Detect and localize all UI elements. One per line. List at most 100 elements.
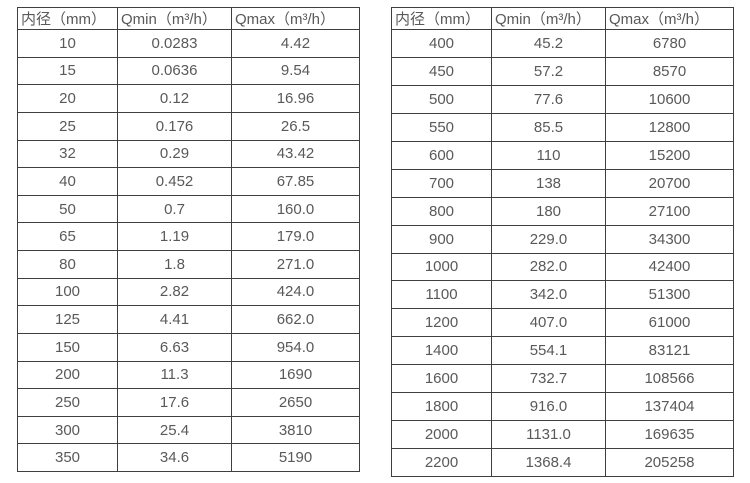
qmin-column-header: Qmin（m³/h） — [491, 7, 606, 30]
table-cell: 600 — [391, 140, 492, 170]
table-row: 300 25.4 3810 — [17, 415, 360, 445]
table-cell: 662.0 — [231, 305, 360, 334]
table-cell: 85.5 — [491, 112, 606, 142]
table-header-row: 内径（mm） Qmin（m³/h） Qmax（m³/h） — [17, 7, 360, 30]
table-cell: 25 — [17, 111, 118, 141]
table-cell: 34300 — [605, 224, 734, 254]
qmin-column-header: Qmin（m³/h） — [117, 7, 232, 30]
table-row: 550 85.5 12800 — [391, 112, 734, 142]
table-cell: 32 — [17, 139, 118, 169]
table-cell: 0.29 — [117, 139, 232, 169]
table-cell: 42400 — [605, 252, 734, 282]
table-cell: 2650 — [231, 388, 360, 417]
table-row: 400 45.2 6780 — [391, 29, 734, 58]
table-row: 450 57.2 8570 — [391, 56, 734, 86]
table-cell: 1200 — [391, 308, 492, 338]
flow-table-large-diameter: 内径（mm） Qmin（m³/h） Qmax（m³/h） 400 45.2 6780… — [391, 7, 734, 477]
diameter-column-header: 内径（mm） — [17, 7, 118, 30]
table-cell: 0.0636 — [117, 56, 232, 86]
flow-table-small-diameter: 内径（mm） Qmin（m³/h） Qmax（m³/h） 10 0.0283 4.4… — [17, 7, 360, 472]
table-cell: 0.12 — [117, 84, 232, 113]
table-cell: 65 — [17, 222, 118, 251]
table-row: 350 34.6 5190 — [17, 443, 360, 472]
table-cell: 0.0283 — [117, 29, 232, 58]
table-row: 700 138 20700 — [391, 168, 734, 198]
table-cell: 10 — [17, 29, 118, 58]
table-cell: 300 — [17, 415, 118, 445]
table-cell: 50 — [17, 194, 118, 224]
table-cell: 1800 — [391, 392, 492, 422]
table-cell: 125 — [17, 305, 118, 334]
table-cell: 229.0 — [491, 224, 606, 254]
table-body: 10 0.0283 4.42 15 0.0636 9.54 20 0.12 16.96 25 0.1… — [17, 29, 360, 472]
table-cell: 2.82 — [117, 277, 232, 307]
table-row: 2200 1368.4 205258 — [391, 448, 734, 477]
table-cell: 12800 — [605, 112, 734, 142]
table-cell: 342.0 — [491, 280, 606, 310]
table-cell: 1131.0 — [491, 420, 606, 450]
table-cell: 6.63 — [117, 332, 232, 362]
table-cell: 550 — [391, 112, 492, 142]
table-header-row: 内径（mm） Qmin（m³/h） Qmax（m³/h） — [391, 7, 734, 30]
table-cell: 350 — [17, 443, 118, 472]
table-row: 150 6.63 954.0 — [17, 332, 360, 362]
table-cell: 137404 — [605, 392, 734, 422]
table-row: 250 17.6 2650 — [17, 388, 360, 417]
table-cell: 2200 — [391, 448, 492, 477]
table-cell: 26.5 — [231, 111, 360, 141]
diameter-column-header: 内径（mm） — [391, 7, 492, 30]
table-cell: 15 — [17, 56, 118, 86]
table-cell: 51300 — [605, 280, 734, 310]
table-cell: 6780 — [605, 29, 734, 58]
table-cell: 271.0 — [231, 250, 360, 279]
table-cell: 8570 — [605, 56, 734, 86]
table-row: 200 11.3 1690 — [17, 360, 360, 390]
table-row: 100 2.82 424.0 — [17, 277, 360, 307]
table-cell: 205258 — [605, 448, 734, 477]
table-row: 2000 1131.0 169635 — [391, 420, 734, 450]
table-body: 400 45.2 6780 450 57.2 8570 500 77.6 10600 550 85.… — [391, 29, 734, 477]
table-row: 1400 554.1 83121 — [391, 336, 734, 366]
table-cell: 11.3 — [117, 360, 232, 390]
table-row: 125 4.41 662.0 — [17, 305, 360, 334]
table-cell: 138 — [491, 168, 606, 198]
table-row: 1000 282.0 42400 — [391, 252, 734, 282]
table-row: 40 0.452 67.85 — [17, 167, 360, 196]
table-cell: 110 — [491, 140, 606, 170]
table-cell: 43.42 — [231, 139, 360, 169]
table-cell: 16.96 — [231, 84, 360, 113]
table-cell: 108566 — [605, 364, 734, 394]
table-row: 900 229.0 34300 — [391, 224, 734, 254]
table-cell: 1.8 — [117, 250, 232, 279]
table-cell: 67.85 — [231, 167, 360, 196]
table-cell: 80 — [17, 250, 118, 279]
table-cell: 500 — [391, 84, 492, 114]
qmax-column-header: Qmax（m³/h） — [231, 7, 360, 30]
table-cell: 15200 — [605, 140, 734, 170]
table-cell: 34.6 — [117, 443, 232, 472]
table-row: 1100 342.0 51300 — [391, 280, 734, 310]
table-cell: 800 — [391, 196, 492, 226]
table-cell: 0.452 — [117, 167, 232, 196]
table-cell: 10600 — [605, 84, 734, 114]
table-cell: 77.6 — [491, 84, 606, 114]
table-row: 65 1.19 179.0 — [17, 222, 360, 251]
table-cell: 1368.4 — [491, 448, 606, 477]
table-cell: 17.6 — [117, 388, 232, 417]
table-cell: 1400 — [391, 336, 492, 366]
table-cell: 954.0 — [231, 332, 360, 362]
table-cell: 25.4 — [117, 415, 232, 445]
table-cell: 400 — [391, 29, 492, 58]
table-cell: 0.7 — [117, 194, 232, 224]
table-cell: 282.0 — [491, 252, 606, 282]
table-cell: 1600 — [391, 364, 492, 394]
table-cell: 4.41 — [117, 305, 232, 334]
table-cell: 160.0 — [231, 194, 360, 224]
table-cell: 700 — [391, 168, 492, 198]
table-row: 25 0.176 26.5 — [17, 111, 360, 141]
table-row: 800 180 27100 — [391, 196, 734, 226]
table-row: 32 0.29 43.42 — [17, 139, 360, 169]
table-cell: 900 — [391, 224, 492, 254]
table-row: 80 1.8 271.0 — [17, 250, 360, 279]
